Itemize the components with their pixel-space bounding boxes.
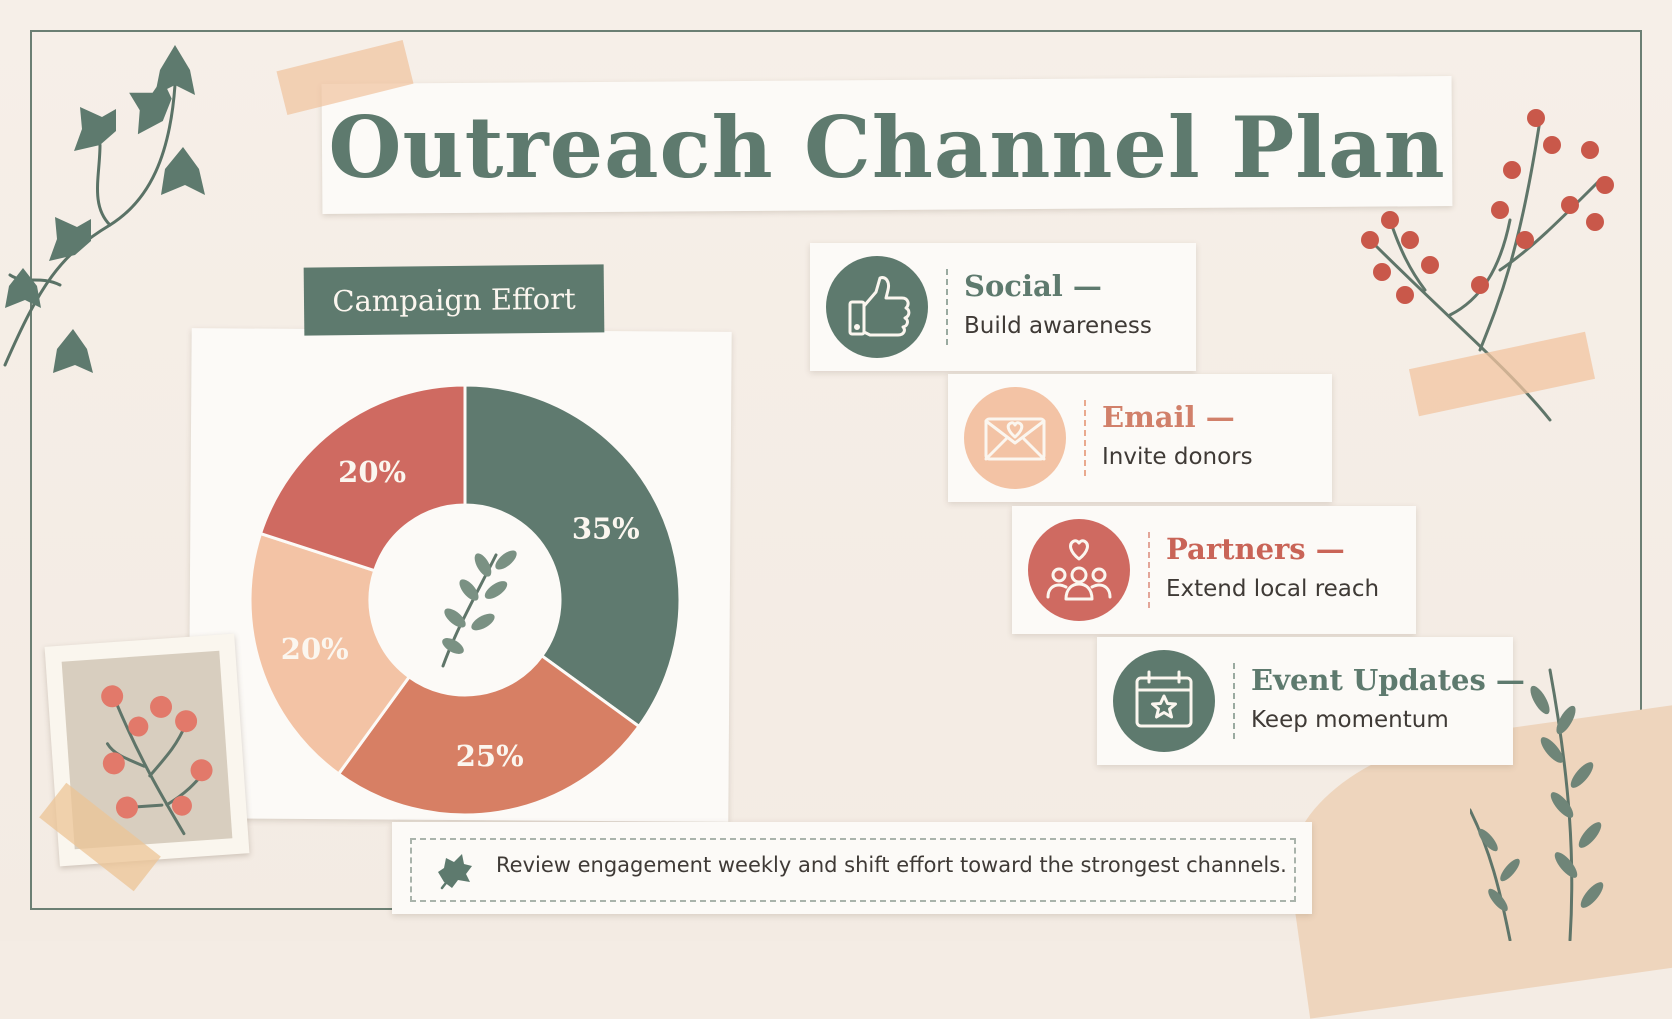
channel-title: Event Updates — [1251,663,1525,697]
social-icon-circle [826,256,928,358]
slice-label: 20% [281,632,349,666]
note-box [410,838,1296,902]
channel-title: Email — [1102,400,1235,434]
postage-stamp [44,633,250,867]
channel-description: Keep momentum [1251,707,1449,733]
channel-description: Invite donors [1102,444,1253,470]
note-paper [392,822,1312,914]
donut-chart: 35% 25% 20% 20% [248,383,682,817]
channel-card-email: Email — Invite donors [948,374,1332,502]
slice-label: 35% [572,511,640,545]
slice-label: 25% [456,739,524,773]
channel-card-event-updates: Event Updates — Keep momentum [1097,637,1525,765]
partners-icon-circle [1028,519,1130,621]
donut-slice [463,383,682,729]
page-title: Outreach Channel Plan [328,98,1446,197]
channel-description: Extend local reach [1166,576,1380,602]
card-divider [1233,663,1235,739]
ivy-decoration [3,45,205,373]
thumbs-up-icon [848,276,911,337]
calendar-star-icon [1135,670,1193,728]
chart-title: Campaign Effort [303,264,605,336]
channel-title: Social — [964,269,1102,303]
email-icon-circle [964,387,1066,489]
donut-slice [248,531,412,777]
leaf-branch-decoration [1470,668,1604,941]
sprig-icon [441,550,517,668]
leaf-icon [438,854,472,890]
channel-card-partners: Partners — Extend local reach [1012,506,1416,634]
donut-hole [371,506,559,694]
note-text: Review engagement weekly and shift effor… [496,853,1287,877]
envelope-heart-icon [984,417,1046,461]
community-heart-icon [1046,539,1112,601]
donut-slice [258,383,467,573]
slice-label: 20% [338,455,406,489]
berry-branch-decoration [1361,109,1614,422]
channel-title: Partners — [1166,532,1345,566]
donut-slice [336,653,642,817]
card-divider [1084,400,1086,476]
event-updates-icon-circle [1113,650,1215,752]
berry-stamp-illustration [101,685,213,836]
card-divider [946,269,948,345]
card-divider [1148,532,1150,608]
channel-card-social: Social — Build awareness [810,243,1196,371]
channel-description: Build awareness [964,313,1152,339]
